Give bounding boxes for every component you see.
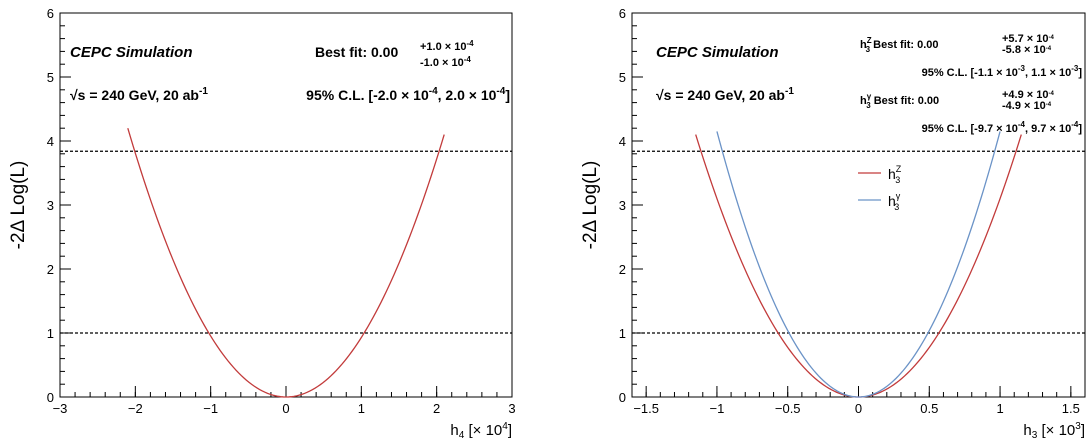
legend-label-hgamma: hγ 3 [888,191,901,212]
y-tick-label: 0 [47,390,54,405]
x-tick-label: 1 [358,401,365,416]
left-x-axis-label: h4 [× 104] [450,421,512,439]
y-tick-label: 1 [47,326,54,341]
y-tick-label: 3 [619,198,626,213]
y-tick-label: 4 [619,134,626,149]
x-tick-label: 1.5 [1062,401,1080,416]
x-tick-label: 0 [282,401,289,416]
x-tick-label: 3 [508,401,515,416]
y-tick-label: 1 [619,326,626,341]
right-legend: hZ 3 hγ 3 [858,164,902,212]
right-z-bestfit-label: hZ 3 Best fit: 0.00 [860,36,939,54]
left-series-curve-0 [127,128,445,398]
x-tick-label: −1 [710,401,725,416]
y-tick-label: 2 [619,262,626,277]
y-tick-label: 3 [47,198,54,213]
left-bestfit-label: Best fit: 0.00 [315,44,398,60]
y-tick-label: 4 [47,134,54,149]
left-plot-frame [59,12,513,398]
right-panel: −1.5 −1 −0.5 0 0.5 1 1.5 0 1 2 3 4 5 6 -2Δ Log(L) h3 … [580,6,1086,439]
right-energy-label: √s = 240 GeV, 20 ab-1 [656,86,794,103]
left-cl-label: 95% C.L. [-2.0 × 10-4, 2.0 × 10-4] [306,86,510,103]
right-z-cl-label: 95% C.L. [-1.1 × 10-3, 1.1 × 10-3] [922,64,1083,79]
right-g-cl-label: 95% C.L. [-9.7 × 10-4, 9.7 × 10-4] [922,120,1083,135]
y-tick-label: 0 [619,390,626,405]
x-tick-label: −1 [203,401,218,416]
right-series-curve-0 [695,134,1022,398]
x-tick-label: 0.5 [920,401,938,416]
y-tick-label: 6 [47,6,54,21]
left-bestfit-lower: -1.0 × 10-4 [420,55,471,69]
right-z-bestfit-upper: +5.7 × 10-4 [1002,33,1054,45]
x-tick-label: −2 [128,401,143,416]
x-tick-label: 0 [855,401,862,416]
right-y-axis-label: -2Δ Log(L) [580,161,601,250]
right-x-axis-label: h3 [× 103] [1023,421,1085,439]
right-g-bestfit-lower: -4.9 × 10-4 [1002,100,1052,112]
y-tick-label: 2 [47,262,54,277]
left-y-axis-label: -2Δ Log(L) [8,161,29,250]
left-experiment-label: CEPC Simulation [70,44,193,61]
right-series-curve-1 [716,131,1001,398]
right-z-bestfit-lower: -5.8 × 10-4 [1002,44,1052,56]
y-tick-label: 5 [47,70,54,85]
right-g-bestfit-label: hγ 3 Best fit: 0.00 [860,92,939,110]
y-tick-label: 5 [619,70,626,85]
x-tick-label: 2 [433,401,440,416]
x-tick-label: −1.5 [633,401,659,416]
right-experiment-label: CEPC Simulation [656,44,779,61]
left-energy-label: √s = 240 GeV, 20 ab-1 [70,86,208,103]
y-tick-label: 6 [619,6,626,21]
legend-label-hz: hZ 3 [888,164,902,185]
x-tick-label: −3 [53,401,68,416]
x-tick-label: 1 [996,401,1003,416]
x-tick-label: −0.5 [775,401,801,416]
right-g-bestfit-upper: +4.9 × 10-4 [1002,89,1054,101]
left-bestfit-upper: +1.0 × 10-4 [420,39,474,53]
